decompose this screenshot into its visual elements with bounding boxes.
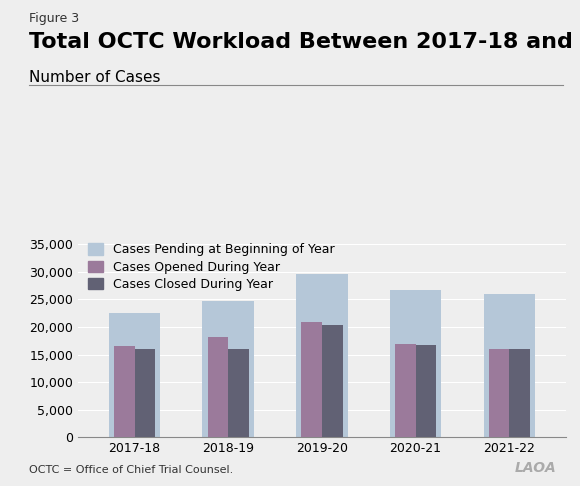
Bar [489,348,509,437]
Bar [395,344,416,437]
Bar [322,325,343,437]
Text: Figure 3: Figure 3 [29,12,79,25]
Bar [296,274,347,437]
Bar [509,349,530,437]
Bar [135,349,155,437]
Legend: Cases Pending at Beginning of Year, Cases Opened During Year, Cases Closed Durin: Cases Pending at Beginning of Year, Case… [85,240,339,295]
Text: OCTC = Office of Chief Trial Counsel.: OCTC = Office of Chief Trial Counsel. [29,465,233,475]
Text: Number of Cases: Number of Cases [29,70,161,86]
Text: LAOA: LAOA [515,461,557,475]
Bar [114,347,135,437]
Bar [109,313,160,437]
Bar [301,322,322,437]
Bar [390,290,441,437]
Text: Total OCTC Workload Between 2017-18 and 2021-22: Total OCTC Workload Between 2017-18 and … [29,32,580,52]
Bar [208,337,228,437]
Bar [228,349,249,437]
Bar [202,301,254,437]
Bar [416,345,436,437]
Bar [484,294,535,437]
